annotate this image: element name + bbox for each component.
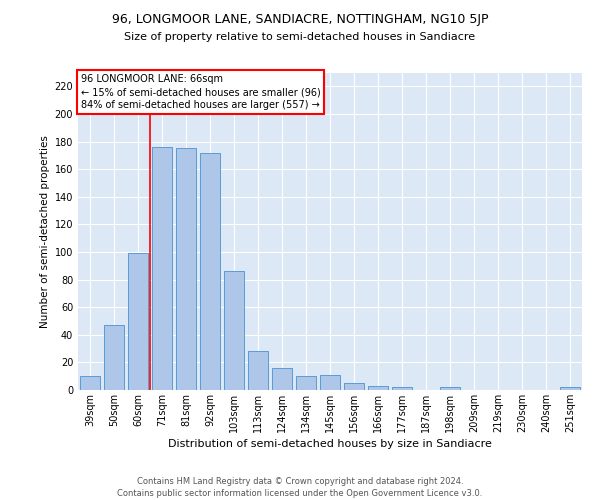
Y-axis label: Number of semi-detached properties: Number of semi-detached properties	[40, 135, 50, 328]
Bar	[248, 352, 268, 390]
Bar	[560, 387, 580, 390]
Bar	[224, 272, 244, 390]
Bar	[296, 376, 316, 390]
Bar	[368, 386, 388, 390]
Bar	[176, 148, 196, 390]
Bar	[344, 383, 364, 390]
Text: 96, LONGMOOR LANE, SANDIACRE, NOTTINGHAM, NG10 5JP: 96, LONGMOOR LANE, SANDIACRE, NOTTINGHAM…	[112, 12, 488, 26]
Bar	[320, 375, 340, 390]
Bar	[392, 387, 412, 390]
Bar	[440, 387, 460, 390]
Bar	[272, 368, 292, 390]
Bar	[104, 325, 124, 390]
Bar	[152, 147, 172, 390]
Text: Contains HM Land Registry data © Crown copyright and database right 2024.
Contai: Contains HM Land Registry data © Crown c…	[118, 476, 482, 498]
Bar	[200, 152, 220, 390]
Text: 96 LONGMOOR LANE: 66sqm
← 15% of semi-detached houses are smaller (96)
84% of se: 96 LONGMOOR LANE: 66sqm ← 15% of semi-de…	[80, 74, 320, 110]
Text: Size of property relative to semi-detached houses in Sandiacre: Size of property relative to semi-detach…	[124, 32, 476, 42]
X-axis label: Distribution of semi-detached houses by size in Sandiacre: Distribution of semi-detached houses by …	[168, 439, 492, 449]
Bar	[128, 254, 148, 390]
Bar	[80, 376, 100, 390]
